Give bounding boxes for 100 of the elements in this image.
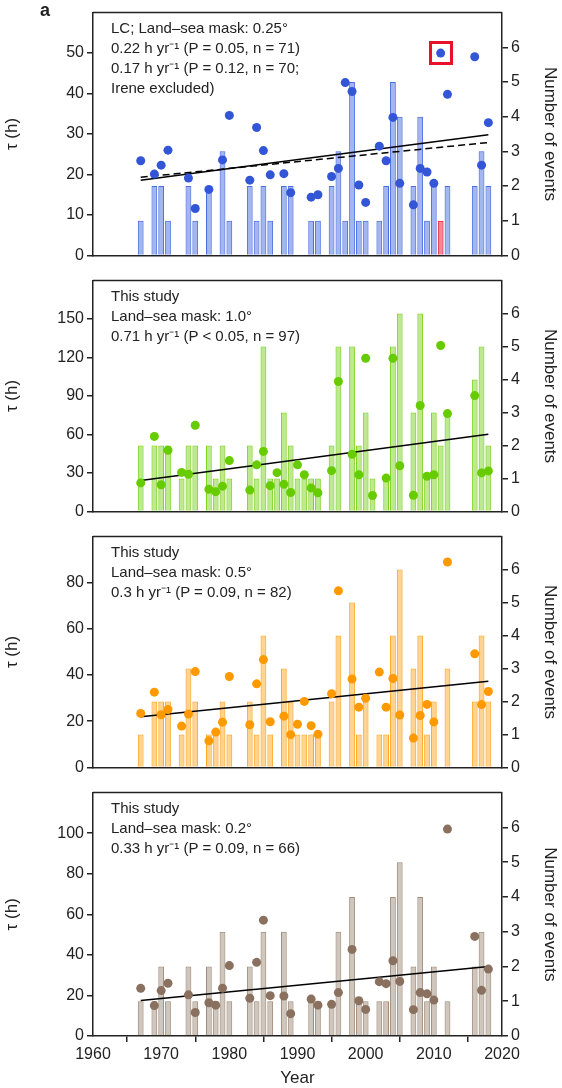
point <box>361 353 371 363</box>
point <box>415 400 425 410</box>
bar <box>152 446 157 511</box>
y-tick-label: 10 <box>66 205 85 223</box>
point <box>470 649 480 659</box>
point <box>286 488 296 498</box>
y-tick-label: 90 <box>66 386 85 404</box>
bar <box>308 734 315 767</box>
y-axis-title: τ (h) <box>1 117 21 151</box>
bar <box>301 478 308 511</box>
point <box>252 679 262 689</box>
point <box>190 667 200 677</box>
point <box>245 485 255 495</box>
point <box>313 1000 323 1010</box>
y-tick-label: 30 <box>66 124 85 142</box>
annotation: This study <box>111 543 180 561</box>
point <box>218 155 228 165</box>
point <box>265 717 275 727</box>
x-tick-label: 1970 <box>143 1045 180 1063</box>
point <box>367 491 377 500</box>
point <box>340 78 350 88</box>
y2-tick-label: 1 <box>511 991 520 1009</box>
bar <box>471 966 478 1036</box>
point <box>388 956 398 966</box>
point <box>408 1005 418 1015</box>
point <box>299 470 309 480</box>
point <box>395 461 405 471</box>
point <box>408 490 418 500</box>
point <box>211 727 221 737</box>
point <box>183 469 193 479</box>
point <box>190 1007 200 1017</box>
bar <box>396 313 403 511</box>
y-tick-label: 20 <box>66 164 85 182</box>
y2-tick-label: 2 <box>511 691 520 709</box>
bar <box>165 1001 171 1036</box>
point <box>293 460 302 470</box>
y-tick-label: 40 <box>66 665 85 683</box>
y-tick-label: 60 <box>66 619 85 637</box>
bar <box>192 701 199 767</box>
point <box>327 171 337 181</box>
point <box>483 964 493 974</box>
point <box>483 686 493 696</box>
point <box>381 702 391 712</box>
y-tick-label: 80 <box>66 864 85 882</box>
bar <box>308 220 315 255</box>
y2-tick-label: 1 <box>511 468 520 486</box>
bar <box>226 1001 233 1036</box>
point <box>374 141 384 151</box>
point <box>258 146 268 156</box>
y-tick-label: 0 <box>75 1026 85 1044</box>
y-tick-label: 0 <box>75 757 85 775</box>
y2-tick-label: 1 <box>511 211 520 229</box>
y2-tick-label: 6 <box>511 817 520 835</box>
y2-tick-label: 6 <box>511 303 520 321</box>
point <box>327 999 337 1009</box>
point <box>224 110 234 120</box>
bar <box>355 734 362 767</box>
point <box>218 983 228 993</box>
annotation: 0.22 h yr⁻¹ (P = 0.05, n = 71) <box>111 39 300 57</box>
point <box>211 1000 221 1010</box>
bar <box>438 446 443 511</box>
point <box>299 696 309 706</box>
y-tick-label: 60 <box>66 424 85 442</box>
x-axis-title: Year <box>280 1068 316 1088</box>
bar <box>301 734 308 767</box>
annotation: This study <box>111 799 180 817</box>
bar <box>137 220 144 255</box>
point <box>190 420 200 430</box>
x-tick-label: 2020 <box>484 1045 520 1063</box>
point <box>163 445 173 455</box>
point <box>388 353 398 363</box>
bar <box>437 220 444 255</box>
y2-tick-label: 4 <box>511 369 520 387</box>
point <box>279 169 289 179</box>
bar <box>355 220 362 255</box>
point <box>313 729 323 739</box>
point <box>245 175 255 185</box>
point <box>279 711 289 721</box>
y-axis-title: τ (h) <box>1 379 21 413</box>
point <box>149 687 159 697</box>
point <box>395 178 405 188</box>
annotation: Land–sea mask: 0.2° <box>111 819 253 837</box>
point <box>149 431 159 441</box>
bar <box>471 186 478 255</box>
y2-axis-title: Number of events <box>541 847 561 982</box>
bar <box>362 220 369 255</box>
point <box>381 979 391 989</box>
point <box>381 156 391 166</box>
bar <box>274 478 280 511</box>
bar <box>485 701 492 767</box>
point <box>442 557 452 567</box>
point <box>442 824 452 834</box>
point <box>204 736 214 746</box>
bar <box>424 1001 430 1036</box>
y2-tick-label: 2 <box>511 956 520 974</box>
annotation: LC; Land–sea mask: 0.25° <box>111 19 288 37</box>
bar <box>315 220 321 255</box>
point <box>286 730 296 740</box>
y2-tick-label: 4 <box>511 625 520 643</box>
point <box>408 200 418 210</box>
